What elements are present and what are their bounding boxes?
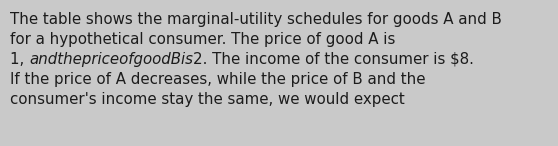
Text: If the price of A decreases, while the price of B and the: If the price of A decreases, while the p…: [10, 72, 426, 87]
Text: 1,: 1,: [10, 52, 29, 67]
Text: consumer's income stay the same, we would expect: consumer's income stay the same, we woul…: [10, 92, 405, 107]
Text: andthepriceofgoodBis: andthepriceofgoodBis: [29, 52, 193, 67]
Text: 2. The income of the consumer is $8.: 2. The income of the consumer is $8.: [193, 52, 474, 67]
Text: The table shows the marginal-utility schedules for goods A and B: The table shows the marginal-utility sch…: [10, 12, 502, 27]
Text: for a hypothetical consumer. The price of good A is: for a hypothetical consumer. The price o…: [10, 32, 396, 47]
